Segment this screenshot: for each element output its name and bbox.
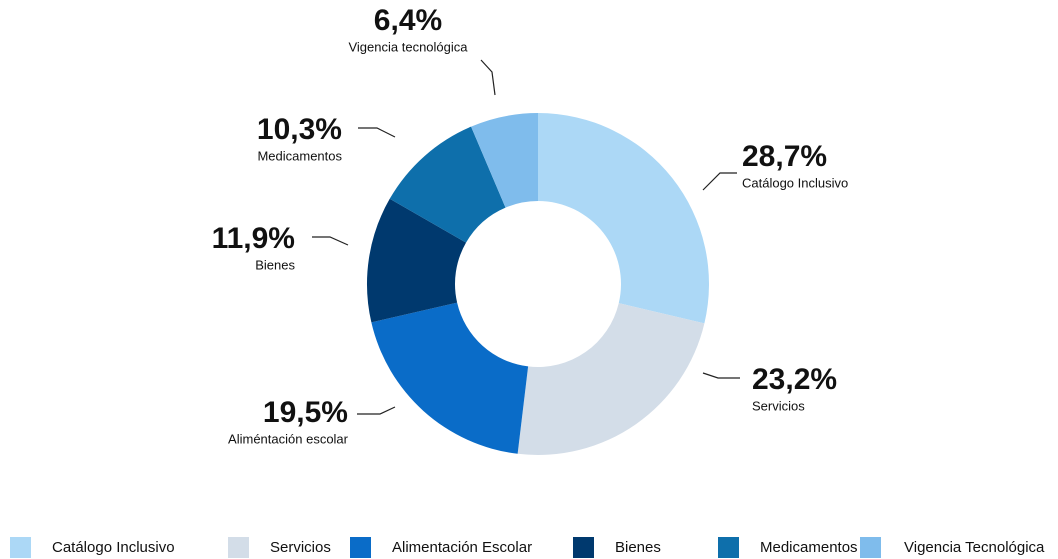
legend-swatch xyxy=(573,537,594,558)
slice-label: Servicios xyxy=(752,398,805,413)
slice xyxy=(471,113,538,208)
leader-line xyxy=(358,127,396,138)
legend-swatch xyxy=(350,537,371,558)
slice-label: Bienes xyxy=(255,257,295,272)
legend-label: Alimentación Escolar xyxy=(392,539,532,556)
legend-swatch xyxy=(718,537,739,558)
slice-label: Vigencia tecnológica xyxy=(348,39,468,54)
leader-line xyxy=(312,236,349,246)
legend-swatch xyxy=(228,537,249,558)
data-label: 10,3% xyxy=(257,113,342,146)
leader-line xyxy=(702,372,740,379)
leader-line xyxy=(480,59,496,96)
legend-swatch xyxy=(10,537,31,558)
data-label: 6,4% xyxy=(374,4,442,37)
slice-label: Catálogo Inclusivo xyxy=(742,175,848,190)
data-label: 19,5% xyxy=(263,396,348,429)
slice xyxy=(517,303,705,455)
legend-label: Catálogo Inclusivo xyxy=(52,539,175,556)
data-label: 28,7% xyxy=(742,140,827,173)
slice xyxy=(371,302,529,454)
legend-label: Bienes xyxy=(615,539,661,556)
slice xyxy=(389,126,506,243)
data-label: 11,9% xyxy=(212,222,295,255)
legend-label: Medicamentos xyxy=(760,539,858,556)
slice-label: Medicamentos xyxy=(257,148,342,163)
legend-label: Vigencia Tecnológica xyxy=(904,539,1045,556)
legend-swatch xyxy=(860,537,881,558)
slice xyxy=(367,198,467,323)
leader-line xyxy=(357,406,396,415)
legend-label: Servicios xyxy=(270,539,331,556)
leader-line xyxy=(702,172,737,191)
slice-label: Aliméntación escolar xyxy=(228,431,349,446)
slice xyxy=(538,113,709,324)
data-label: 23,2% xyxy=(752,363,837,396)
